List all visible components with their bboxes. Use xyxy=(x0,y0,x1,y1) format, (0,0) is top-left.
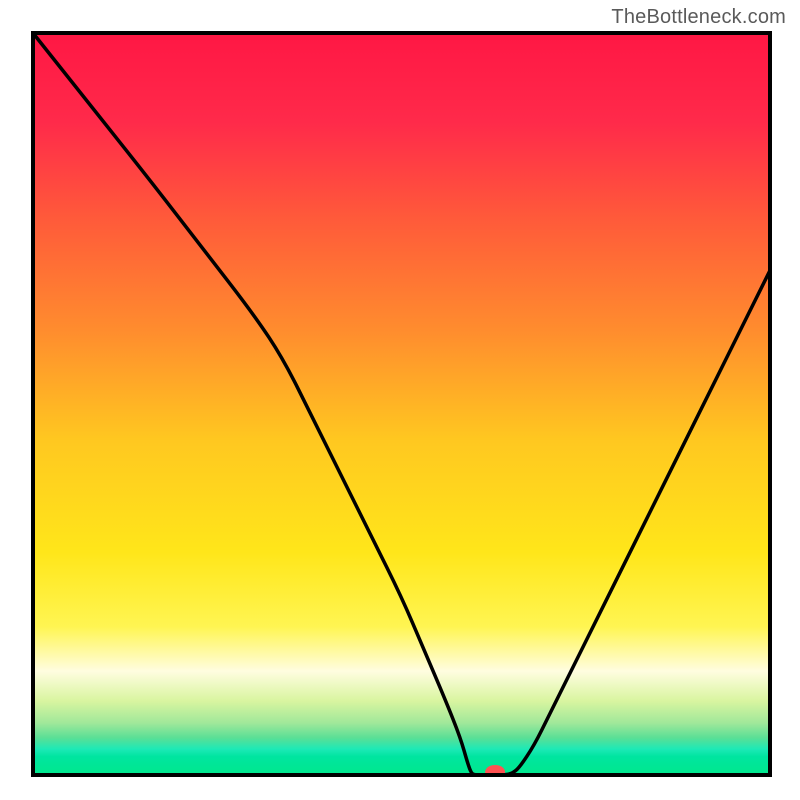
bottleneck-chart: TheBottleneck.com xyxy=(0,0,800,800)
plot-background xyxy=(33,33,770,775)
chart-svg xyxy=(0,0,800,800)
watermark-text: TheBottleneck.com xyxy=(611,6,786,29)
